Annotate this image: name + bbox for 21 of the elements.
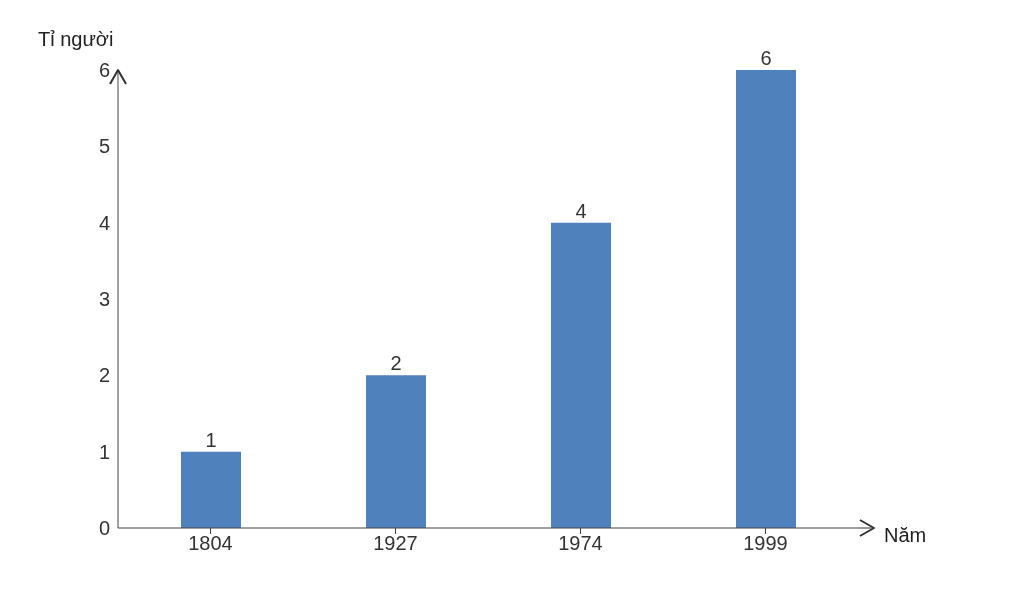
y-tick-label: 2 <box>98 364 110 387</box>
x-tick-label: 1999 <box>743 532 788 555</box>
x-tick-label: 1804 <box>188 532 233 555</box>
x-tick-label: 1927 <box>373 532 418 555</box>
data-label: 4 <box>575 199 587 222</box>
y-tick-label: 1 <box>98 440 110 463</box>
y-tick-label: 6 <box>98 59 110 82</box>
data-label: 2 <box>390 352 402 375</box>
bar <box>736 70 796 528</box>
y-tick-label: 3 <box>98 288 110 311</box>
y-tick-label: 5 <box>98 135 110 158</box>
y-tick-label: 0 <box>98 517 110 540</box>
bar <box>181 451 241 528</box>
y-tick-label: 4 <box>98 211 110 234</box>
x-tick-label: 1974 <box>558 532 603 555</box>
y-axis-title: Tỉ người <box>38 28 114 51</box>
data-label: 6 <box>760 47 772 69</box>
data-label: 1 <box>205 428 217 451</box>
x-axis-title: Năm <box>884 524 927 547</box>
bar <box>366 375 426 528</box>
bar <box>551 222 611 528</box>
